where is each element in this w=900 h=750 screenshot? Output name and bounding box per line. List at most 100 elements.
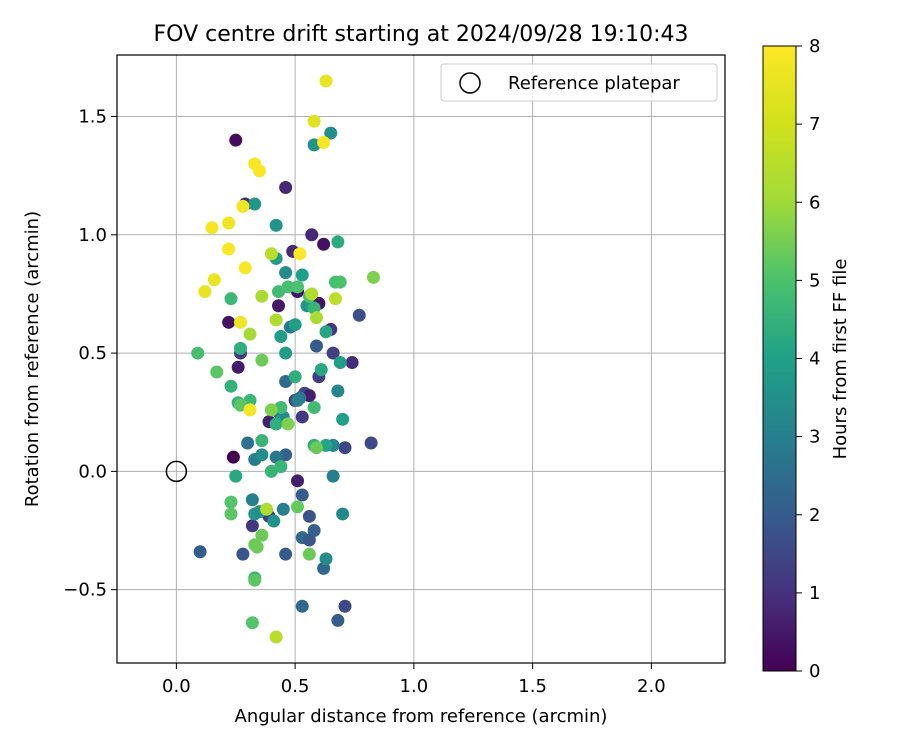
- data-point: [324, 126, 338, 140]
- scatter-points: [191, 74, 380, 644]
- data-point: [245, 519, 259, 533]
- data-point: [264, 403, 278, 417]
- data-point: [291, 474, 304, 488]
- chart-title: FOV centre drift starting at 2024/09/28 …: [154, 22, 689, 47]
- data-point: [269, 417, 283, 431]
- data-point: [229, 469, 243, 483]
- data-point: [338, 441, 352, 455]
- plot-area-frame: [116, 54, 726, 664]
- data-point: [272, 299, 285, 313]
- colorbar-tick-label: 1: [809, 583, 820, 604]
- colorbar-tick-label: 8: [809, 36, 820, 57]
- data-point: [338, 599, 352, 613]
- data-point: [302, 509, 316, 523]
- data-point: [295, 268, 309, 282]
- data-point: [317, 237, 331, 251]
- data-point: [364, 436, 378, 450]
- data-point: [279, 266, 293, 280]
- data-point: [305, 287, 319, 301]
- data-point: [307, 114, 321, 128]
- x-tick-label: 0.5: [281, 676, 310, 697]
- data-point: [245, 493, 259, 507]
- colorbar-gradient: [762, 45, 797, 672]
- data-point: [248, 197, 262, 211]
- data-point: [281, 280, 295, 294]
- data-point: [336, 412, 350, 426]
- data-point: [269, 313, 283, 327]
- colorbar-tick-label: 6: [809, 192, 820, 213]
- data-point: [288, 318, 302, 332]
- data-point: [224, 495, 238, 509]
- data-point: [205, 221, 219, 235]
- data-point: [231, 360, 245, 374]
- data-point: [329, 292, 342, 306]
- colorbar-tick-label: 0: [809, 661, 820, 682]
- data-point: [267, 514, 281, 528]
- y-tick-label: 0.5: [78, 343, 107, 364]
- x-tick-label: 1.5: [518, 676, 547, 697]
- data-point: [319, 552, 333, 566]
- data-point: [248, 538, 262, 552]
- data-point: [222, 216, 236, 230]
- x-axis-ticks: 0.0 0.5 1.0 1.5 2.0: [162, 663, 666, 697]
- data-point: [317, 136, 331, 150]
- data-point: [367, 270, 380, 284]
- data-point: [276, 502, 290, 516]
- data-point: [269, 630, 283, 644]
- data-point: [274, 460, 288, 474]
- data-point: [352, 308, 366, 322]
- data-point: [236, 547, 250, 561]
- data-point: [319, 325, 333, 339]
- colorbar-tick-label: 5: [809, 270, 820, 291]
- data-point: [226, 450, 240, 464]
- data-point: [243, 403, 257, 417]
- data-point: [255, 448, 269, 462]
- data-point: [224, 292, 238, 306]
- colorbar-label: Hours from first FF file: [830, 259, 851, 460]
- data-point: [243, 327, 257, 341]
- data-point: [279, 547, 293, 561]
- data-point: [295, 599, 309, 613]
- data-point: [345, 356, 359, 370]
- data-point: [331, 235, 345, 249]
- data-point: [234, 315, 247, 329]
- data-point: [302, 547, 316, 561]
- data-point: [191, 346, 205, 360]
- data-point: [234, 341, 247, 355]
- y-tick-label: 1.0: [78, 225, 107, 246]
- x-tick-label: 1.0: [400, 676, 429, 697]
- legend-box: [440, 63, 718, 102]
- data-point: [224, 379, 238, 393]
- data-point: [248, 157, 262, 171]
- data-point: [331, 613, 345, 627]
- data-point: [288, 370, 302, 384]
- y-tick-label: −0.5: [63, 580, 107, 601]
- data-point: [307, 400, 321, 414]
- data-point: [333, 356, 347, 370]
- data-point: [310, 339, 323, 353]
- data-point: [255, 289, 269, 303]
- colorbar-tick-label: 4: [809, 349, 820, 370]
- data-point: [336, 507, 350, 521]
- data-point: [248, 573, 262, 587]
- y-tick-label: 1.5: [78, 107, 107, 128]
- grid: [117, 55, 725, 663]
- data-point: [281, 417, 295, 431]
- data-point: [210, 365, 224, 379]
- colorbar-tick-label: 7: [809, 114, 820, 135]
- data-point: [319, 74, 333, 88]
- legend-label-reference: Reference platepar: [508, 73, 680, 94]
- data-point: [279, 346, 293, 360]
- x-axis-label: Angular distance from reference (arcmin): [235, 706, 608, 727]
- data-point: [255, 434, 269, 448]
- data-point: [291, 393, 304, 407]
- data-point: [295, 488, 309, 502]
- legend-marker-reference: [459, 72, 481, 94]
- data-point: [229, 133, 243, 147]
- data-point: [255, 528, 269, 542]
- legend: Reference platepar: [440, 63, 718, 102]
- data-point: [236, 199, 250, 213]
- data-point: [302, 533, 316, 547]
- data-point: [255, 353, 269, 367]
